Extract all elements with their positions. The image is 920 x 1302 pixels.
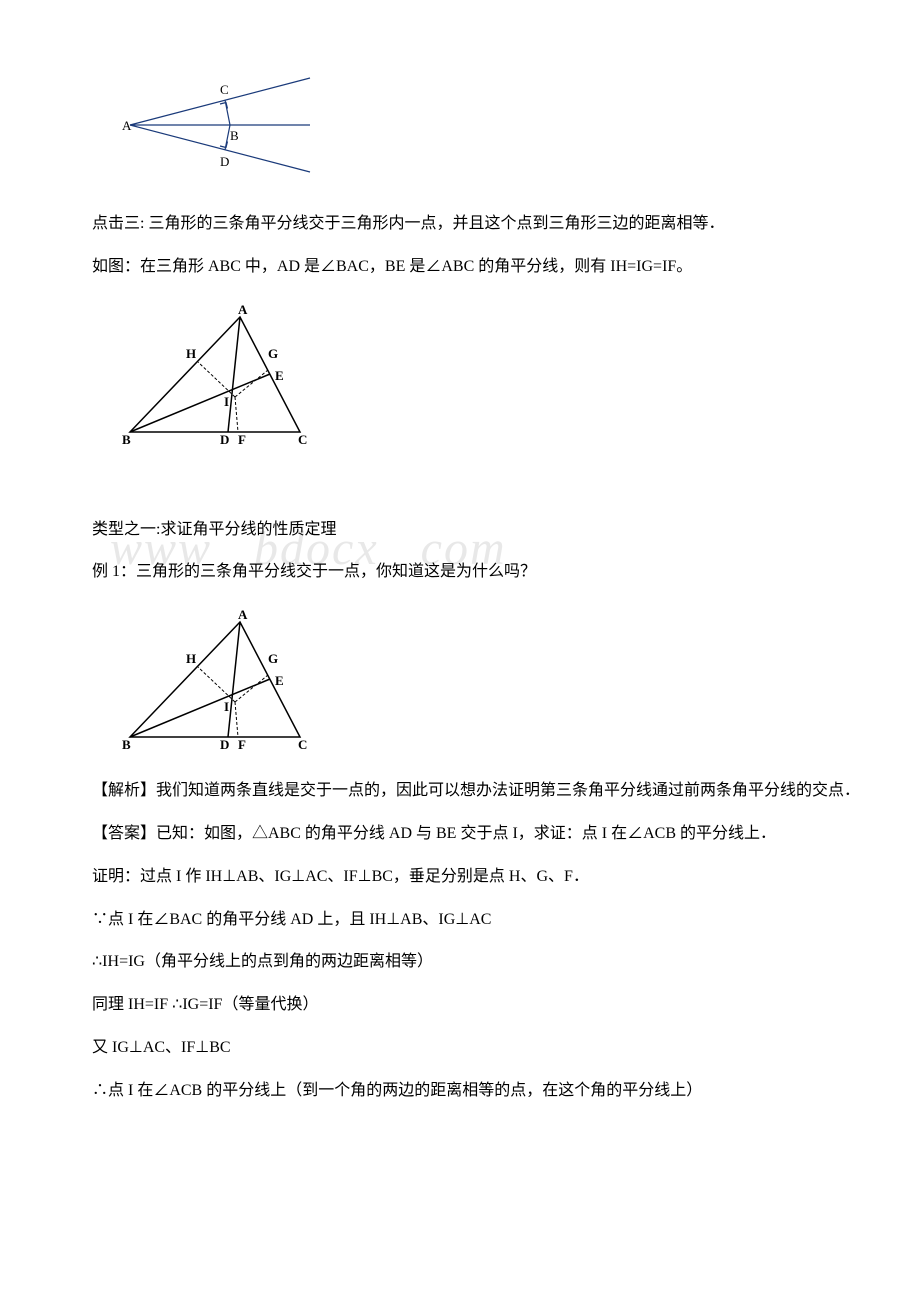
label-c: C	[298, 737, 307, 752]
label-i: I	[224, 699, 229, 714]
answer-given: 【答案】已知：如图，△ABC 的角平分线 AD 与 BE 交于点 I，求证：点 …	[60, 820, 860, 849]
label-c: C	[298, 432, 307, 447]
label-a: A	[238, 302, 248, 317]
section1-body: 如图：在三角形 ABC 中，AD 是∠BAC，BE 是∠ABC 的角平分线，则有…	[60, 253, 860, 282]
label-g: G	[268, 651, 278, 666]
label-f: F	[238, 737, 246, 752]
example-title: 例 1：三角形的三条角平分线交于一点，你知道这是为什么吗？	[60, 558, 860, 587]
figure-angle-bisector-rays: A B C D	[120, 60, 860, 190]
label-d: D	[220, 432, 229, 447]
label-f: F	[238, 432, 246, 447]
label-h: H	[186, 651, 196, 666]
label-b: B	[122, 737, 131, 752]
label-a: A	[238, 607, 248, 622]
section1-title: 点击三: 三角形的三条角平分线交于三角形内一点，并且这个点到三角形三边的距离相等…	[60, 210, 860, 239]
proof-step4: 又 IG⊥AC、IF⊥BC	[60, 1034, 860, 1063]
proof-step3: 同理 IH=IF ∴IG=IF（等量代换）	[60, 991, 860, 1020]
label-d: D	[220, 737, 229, 752]
label-e: E	[275, 368, 284, 383]
label-e: E	[275, 673, 284, 688]
figure-triangle-incenter-1: A B C D F E G H I	[120, 302, 860, 452]
proof-step5: ∴点 I 在∠ACB 的平分线上（到一个角的两边的距离相等的点，在这个角的平分线…	[60, 1077, 860, 1106]
figure-triangle-incenter-2: A B C D F E G H I	[120, 607, 860, 757]
label-i: I	[224, 394, 229, 409]
proof-step1: ∵点 I 在∠BAC 的角平分线 AD 上，且 IH⊥AB、IG⊥AC	[60, 906, 860, 935]
label-g: G	[268, 346, 278, 361]
label-a: A	[122, 118, 132, 133]
label-c: C	[220, 82, 229, 97]
type-title: 类型之一:求证角平分线的性质定理	[60, 516, 860, 545]
analysis: 【解析】我们知道两条直线是交于一点的，因此可以想办法证明第三条角平分线通过前两条…	[60, 777, 860, 806]
proof-intro: 证明：过点 I 作 IH⊥AB、IG⊥AC、IF⊥BC，垂足分别是点 H、G、F…	[60, 863, 860, 892]
proof-step2: ∴IH=IG（角平分线上的点到角的两边距离相等）	[60, 948, 860, 977]
label-h: H	[186, 346, 196, 361]
label-b: B	[122, 432, 131, 447]
label-b: B	[230, 128, 239, 143]
label-d: D	[220, 154, 229, 169]
